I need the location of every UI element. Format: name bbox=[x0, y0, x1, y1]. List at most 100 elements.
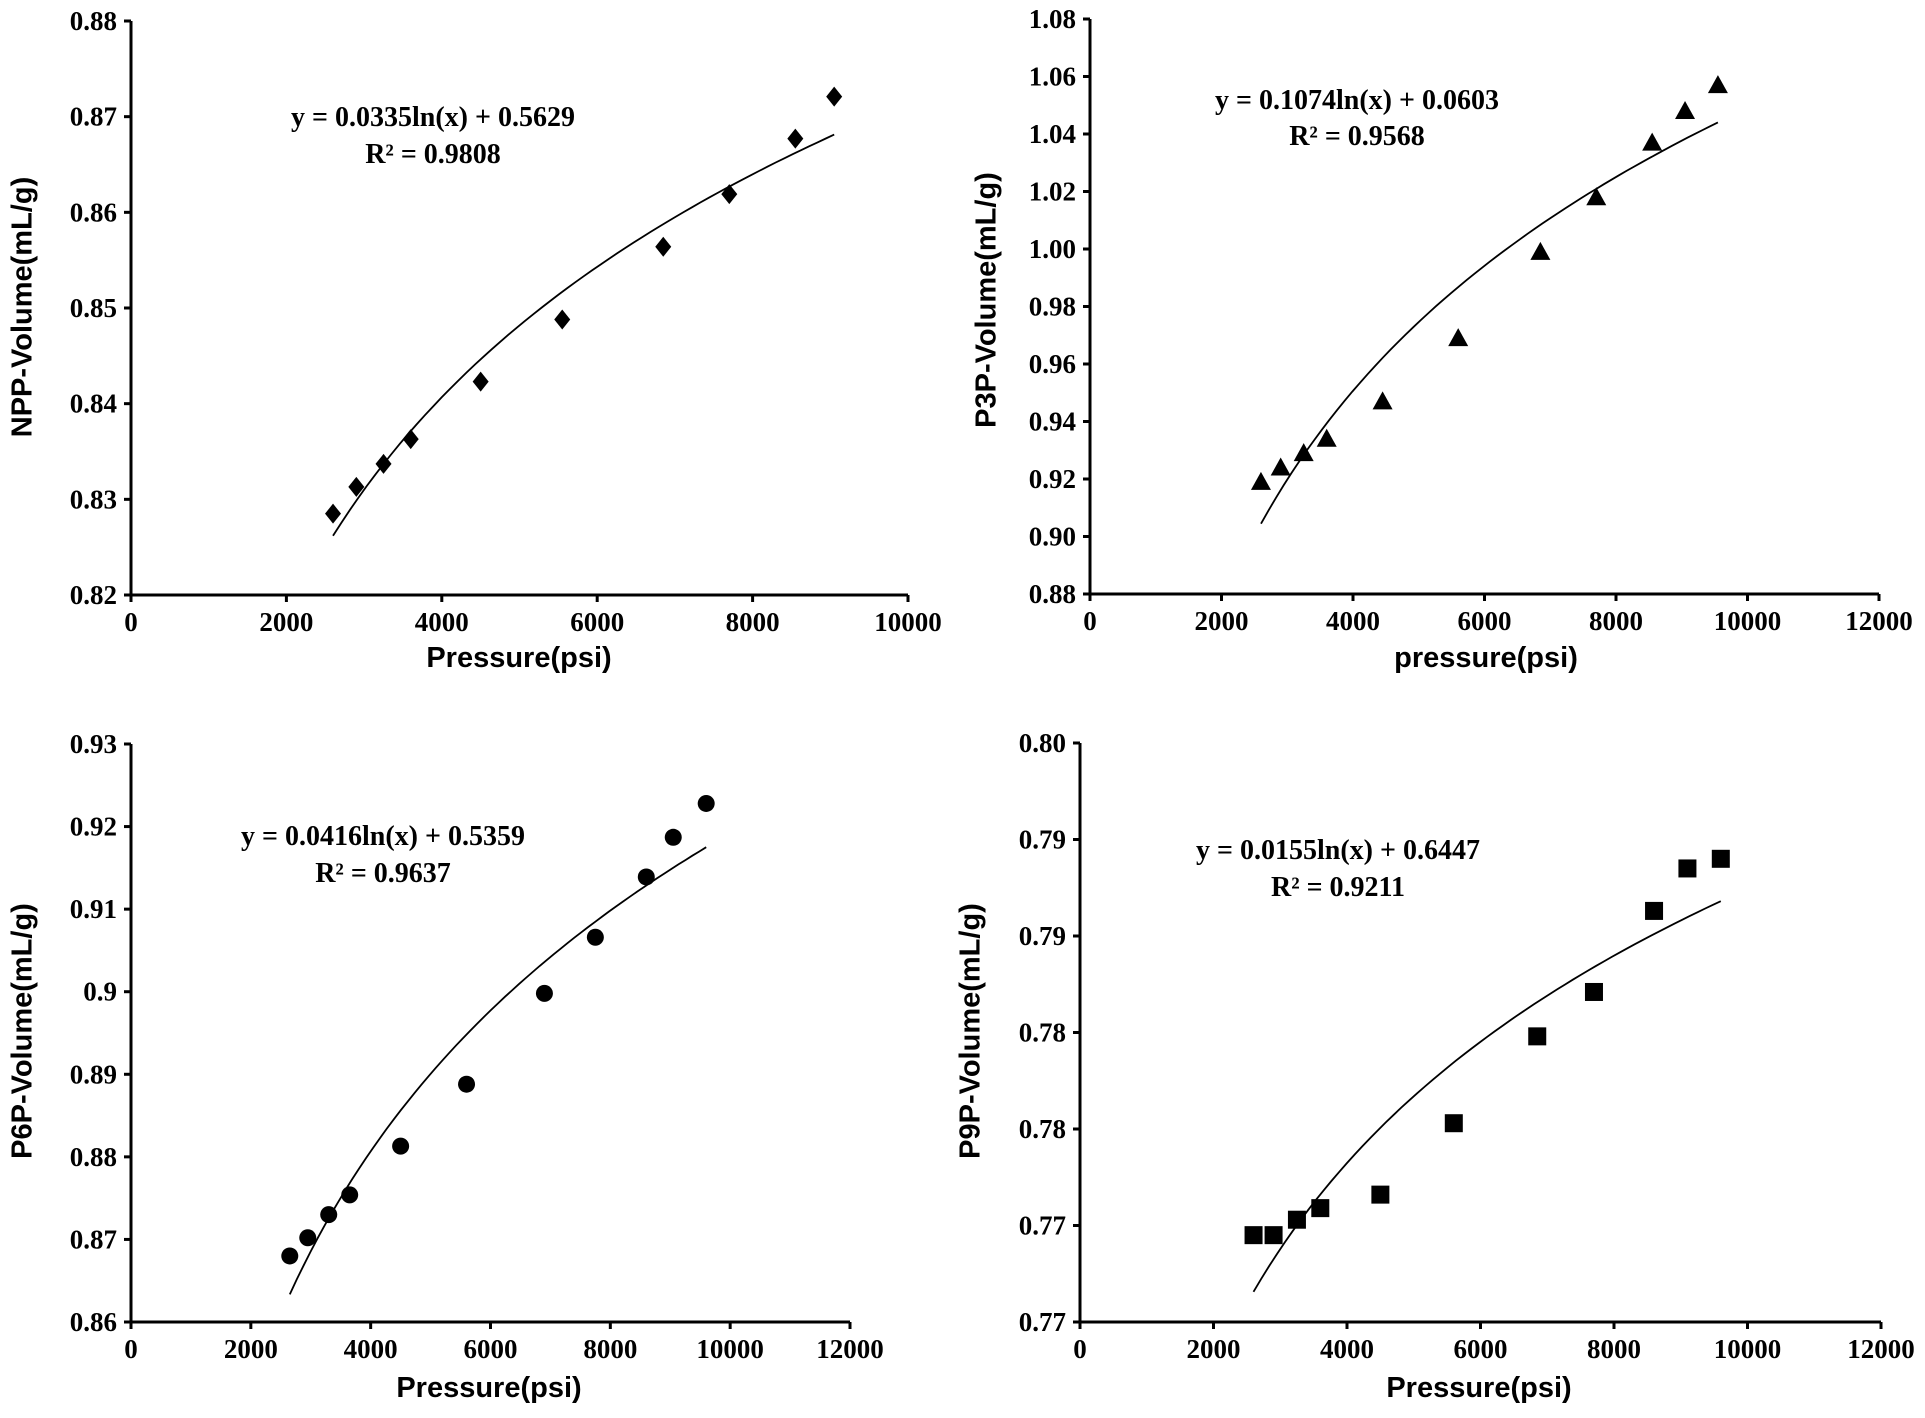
y-tick-label: 0.88 bbox=[70, 6, 117, 36]
y-tick-label: 1.08 bbox=[1029, 4, 1076, 34]
y-tick-label: 0.98 bbox=[1029, 292, 1076, 322]
trend-equation: y = 0.0416ln(x) + 0.5359 bbox=[241, 821, 525, 852]
y-tick-label: 0.80 bbox=[1019, 728, 1066, 758]
data-point-circle bbox=[535, 984, 553, 1002]
data-point-circle bbox=[664, 828, 682, 846]
x-tick-label: 12000 bbox=[816, 1334, 884, 1364]
data-point-diamond bbox=[402, 429, 419, 450]
x-tick-label: 10000 bbox=[1714, 606, 1782, 636]
x-tick-label: 4000 bbox=[1320, 1334, 1374, 1364]
x-tick-label: 12000 bbox=[1847, 1334, 1915, 1364]
data-point-square bbox=[1287, 1210, 1306, 1229]
y-axis-title: P9P-Volume(mL/g) bbox=[955, 903, 987, 1159]
x-tick-label: 2000 bbox=[259, 607, 313, 637]
chart-panel-2: 0 2000 4000 6000 8000 10000 12000 0.88 0.90 0.92 0… bbox=[971, 4, 1913, 674]
x-tick-label: 6000 bbox=[1458, 606, 1512, 636]
data-point-diamond bbox=[655, 236, 672, 257]
y-axis-title: P3P-Volume(mL/g) bbox=[971, 172, 1003, 428]
x-tick-label: 2000 bbox=[1187, 1334, 1241, 1364]
y-tick-label: 1.02 bbox=[1029, 177, 1076, 207]
y-tick-label: 0.90 bbox=[1029, 522, 1076, 552]
y-tick-label: 0.88 bbox=[70, 1142, 117, 1172]
data-point-square bbox=[1371, 1185, 1390, 1204]
data-point-triangle bbox=[1270, 457, 1291, 476]
x-axis-title: pressure(psi) bbox=[1394, 642, 1578, 674]
data-point-circle bbox=[281, 1247, 299, 1265]
x-tick-label: 8000 bbox=[1589, 606, 1643, 636]
y-tick-label: 0.86 bbox=[70, 197, 117, 227]
trend-equation: y = 0.0155ln(x) + 0.6447 bbox=[1196, 835, 1480, 866]
y-tick-label: 0.79 bbox=[1019, 825, 1066, 855]
data-point-square bbox=[1244, 1226, 1263, 1245]
y-tick-label: 1.00 bbox=[1029, 234, 1076, 264]
y-tick-label: 0.77 bbox=[1019, 1211, 1066, 1241]
trendline bbox=[1260, 121, 1719, 525]
chart-panel-3: 0 2000 4000 6000 8000 10000 12000 0.86 0.87 0.88 0… bbox=[7, 729, 884, 1404]
x-tick-label: 10000 bbox=[696, 1334, 764, 1364]
data-point-diamond bbox=[325, 503, 342, 524]
data-point-diamond bbox=[721, 184, 738, 205]
y-tick-label: 0.87 bbox=[70, 102, 117, 132]
chart-panel-1: 0 2000 4000 6000 8000 10000 0.82 0.83 0.84 0.85 0.… bbox=[7, 6, 942, 674]
y-tick-label: 0.87 bbox=[70, 1224, 117, 1254]
data-point-triangle bbox=[1707, 75, 1728, 94]
y-axis-title: NPP-Volume(mL/g) bbox=[7, 177, 39, 437]
data-point-triangle bbox=[1448, 328, 1469, 347]
data-point-circle bbox=[586, 928, 604, 946]
y-tick-label: 0.82 bbox=[70, 580, 117, 610]
x-tick-label: 6000 bbox=[464, 1334, 518, 1364]
data-point-square bbox=[1711, 849, 1730, 868]
y-tick-label: 1.04 bbox=[1029, 119, 1076, 149]
data-point-triangle bbox=[1250, 471, 1271, 490]
data-point-triangle bbox=[1316, 428, 1337, 447]
y-tick-label: 0.83 bbox=[70, 484, 117, 514]
trendline bbox=[288, 846, 707, 1295]
x-tick-label: 2000 bbox=[224, 1334, 278, 1364]
x-tick-label: 10000 bbox=[1714, 1334, 1782, 1364]
x-tick-label: 0 bbox=[124, 607, 138, 637]
x-tick-label: 6000 bbox=[1454, 1334, 1508, 1364]
data-point-square bbox=[1264, 1226, 1283, 1245]
data-point-square bbox=[1444, 1114, 1463, 1133]
y-tick-label: 0.96 bbox=[1029, 349, 1076, 379]
data-point-circle bbox=[392, 1137, 410, 1155]
trendline bbox=[1252, 900, 1722, 1293]
x-tick-label: 12000 bbox=[1845, 606, 1913, 636]
y-tick-label: 0.91 bbox=[70, 894, 117, 924]
x-tick-label: 8000 bbox=[1587, 1334, 1641, 1364]
data-point-diamond bbox=[787, 128, 804, 149]
y-tick-label: 0.85 bbox=[70, 293, 117, 323]
data-point-circle bbox=[320, 1206, 338, 1224]
r-squared: R² = 0.9568 bbox=[1289, 121, 1425, 152]
y-tick-label: 0.77 bbox=[1019, 1307, 1066, 1337]
data-point-triangle bbox=[1372, 391, 1393, 410]
data-point-triangle bbox=[1642, 132, 1663, 151]
data-point-diamond bbox=[375, 453, 392, 474]
y-tick-label: 0.92 bbox=[70, 812, 117, 842]
x-tick-label: 0 bbox=[1073, 1334, 1087, 1364]
data-point-circle bbox=[299, 1229, 317, 1247]
data-point-square bbox=[1311, 1199, 1330, 1218]
data-point-circle bbox=[458, 1075, 476, 1093]
x-axis-title: Pressure(psi) bbox=[396, 1372, 581, 1404]
r-squared: R² = 0.9808 bbox=[365, 139, 501, 170]
x-tick-label: 0 bbox=[124, 1334, 138, 1364]
data-point-diamond bbox=[472, 371, 489, 392]
x-axis-title: Pressure(psi) bbox=[426, 642, 611, 674]
y-tick-label: 0.92 bbox=[1029, 464, 1076, 494]
y-tick-label: 0.88 bbox=[1029, 579, 1076, 609]
y-tick-label: 0.78 bbox=[1019, 1018, 1066, 1048]
y-tick-label: 0.93 bbox=[70, 729, 117, 759]
data-point-triangle bbox=[1293, 443, 1314, 462]
data-point-square bbox=[1528, 1027, 1547, 1046]
x-tick-label: 4000 bbox=[415, 607, 469, 637]
x-tick-label: 10000 bbox=[874, 607, 942, 637]
data-point-triangle bbox=[1586, 187, 1607, 206]
y-tick-label: 0.79 bbox=[1019, 921, 1066, 951]
y-tick-label: 1.06 bbox=[1029, 62, 1076, 92]
trend-equation: y = 0.1074ln(x) + 0.0603 bbox=[1215, 85, 1499, 116]
y-tick-label: 0.86 bbox=[70, 1307, 117, 1337]
x-tick-label: 8000 bbox=[726, 607, 780, 637]
